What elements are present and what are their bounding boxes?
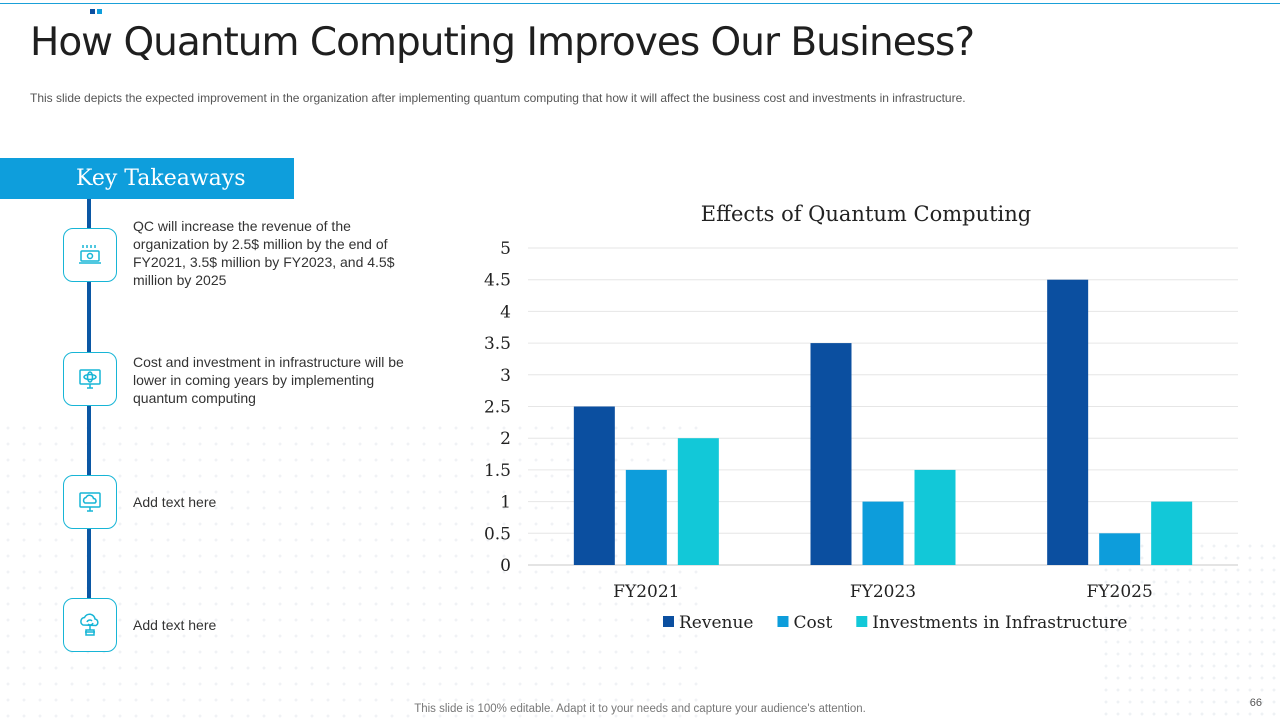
x-tick-label: FY2023 — [850, 582, 916, 602]
background-dot-pattern-right — [1100, 540, 1280, 720]
page-number: 66 — [1249, 697, 1262, 709]
takeaway-text-4: Add text here — [133, 617, 217, 633]
background-dot-pattern — [0, 420, 700, 720]
chart-title: Effects of Quantum Computing — [701, 202, 1031, 226]
legend-label: Cost — [793, 613, 832, 633]
timeline-line — [87, 199, 91, 627]
cloud-monitor-icon — [63, 475, 117, 529]
takeaway-text-1: QC will increase the revenue of the orga… — [133, 218, 395, 288]
bar-revenue-fy2023 — [810, 343, 852, 565]
takeaway-text-3: Add text here — [133, 494, 217, 510]
y-tick-label: 4.5 — [484, 271, 511, 291]
legend-swatch — [856, 616, 868, 627]
cloud-sync-icon — [63, 598, 117, 652]
bar-revenue-fy2025 — [1047, 279, 1089, 565]
y-tick-label: 3 — [500, 366, 511, 386]
y-tick-label: 5 — [500, 239, 511, 259]
takeaway-text-2: Cost and investment in infrastructure wi… — [133, 354, 404, 406]
top-accent-marks — [90, 1, 110, 14]
footer-note: This slide is 100% editable. Adapt it to… — [414, 703, 866, 715]
legend-swatch — [777, 616, 789, 627]
y-tick-label: 3.5 — [484, 334, 511, 354]
bar-investments-in-infrastructure-fy2023 — [914, 469, 956, 565]
y-tick-label: 4 — [500, 302, 511, 322]
key-takeaways-header: Key Takeaways — [0, 158, 294, 199]
atom-monitor-icon — [63, 352, 117, 406]
y-tick-label: 2.5 — [484, 398, 511, 418]
slide-title: How Quantum Computing Improves Our Busin… — [30, 20, 975, 65]
legend-label: Investments in Infrastructure — [872, 613, 1127, 633]
top-rule — [0, 3, 1280, 4]
bar-cost-fy2023 — [862, 501, 904, 565]
money-icon — [63, 228, 117, 282]
slide-subtitle: This slide depicts the expected improvem… — [30, 91, 966, 105]
